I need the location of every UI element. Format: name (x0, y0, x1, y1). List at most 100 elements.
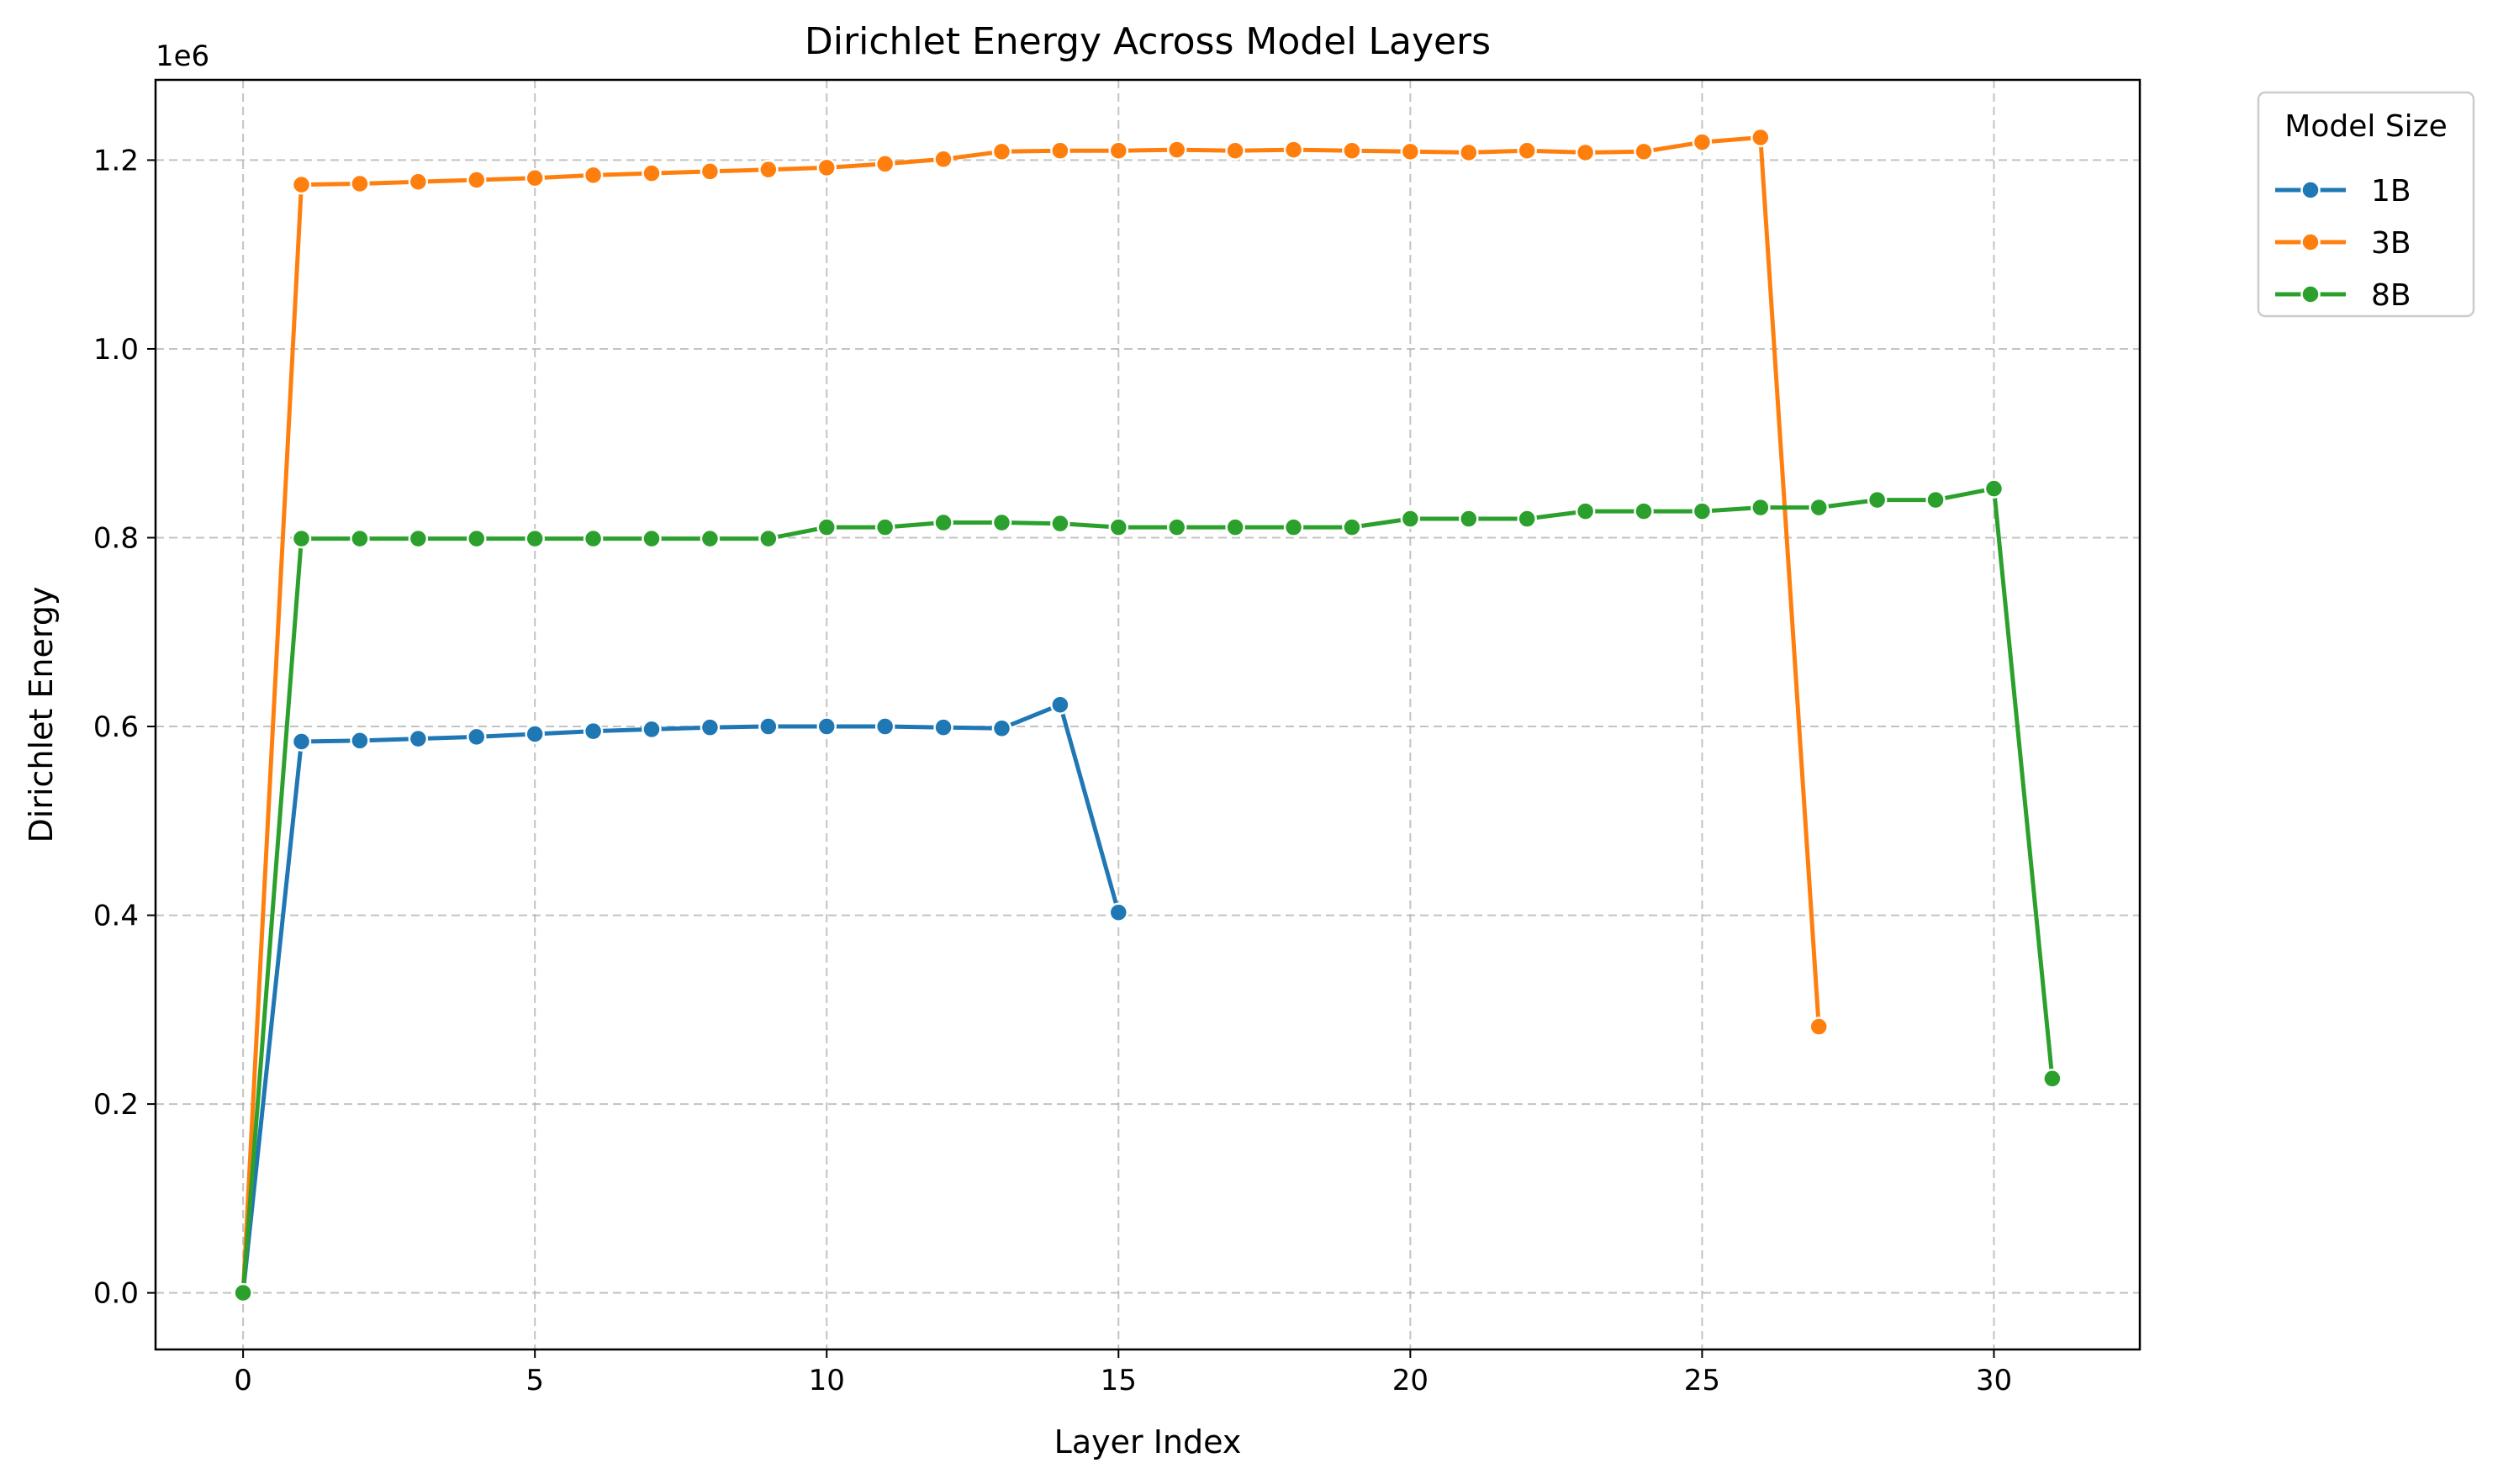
data-point-1B (700, 717, 721, 737)
data-point-3B (583, 165, 604, 186)
plot-frame (154, 78, 2142, 1351)
data-point-8B (1342, 517, 1362, 537)
y-tick-label: 0.8 (93, 521, 139, 555)
axis-ticks: 0 5 10 15 20 25 30 0.0 0.2 0.4 0.6 0.8 1.0 1.2 (93, 144, 2012, 1397)
data-point-1B (291, 731, 312, 752)
data-point-3B (1108, 140, 1129, 161)
data-point-8B (700, 528, 721, 549)
data-point-8B (233, 1282, 253, 1303)
y-tick-label: 0.0 (93, 1277, 139, 1311)
y-tick-label: 1.0 (93, 333, 139, 367)
data-point-3B (1283, 140, 1304, 160)
data-point-8B (408, 528, 429, 549)
x-tick-label: 20 (1392, 1364, 1429, 1397)
data-point-1B (816, 716, 837, 737)
legend-title: Model Size (2284, 109, 2447, 144)
data-point-3B (1225, 140, 1245, 161)
data-point-8B (1108, 517, 1129, 537)
data-point-3B (291, 174, 312, 195)
data-point-8B (1809, 497, 1829, 518)
data-point-8B (1634, 501, 1654, 521)
data-point-8B (1225, 517, 1245, 537)
legend: Model Size 1B 3B 8B (2257, 91, 2475, 318)
data-point-3B (1050, 140, 1070, 161)
legend-label: 1B (2371, 174, 2411, 209)
chart-title: Dirichlet Energy Across Model Layers (805, 20, 1491, 63)
data-point-3B (1692, 132, 1713, 152)
data-point-1B (933, 717, 953, 737)
data-point-3B (1809, 1017, 1829, 1037)
data-point-8B (1925, 489, 1946, 510)
data-point-3B (700, 161, 721, 182)
y-tick-label: 0.2 (93, 1088, 139, 1122)
data-point-8B (1983, 478, 2004, 499)
data-point-8B (1400, 509, 1421, 529)
legend-marker (2300, 180, 2321, 200)
data-point-8B (291, 528, 312, 549)
data-point-3B (1400, 141, 1421, 162)
series-line-1B (240, 702, 1121, 1296)
series-group (233, 127, 2062, 1303)
data-point-1B (874, 716, 895, 737)
x-tick-label: 25 (1684, 1364, 1720, 1397)
legend-marker (2300, 284, 2321, 304)
data-point-3B (816, 157, 837, 178)
data-point-8B (1575, 501, 1596, 521)
series-line-3B (240, 135, 1821, 1296)
data-point-8B (1692, 501, 1713, 521)
data-point-8B (1283, 517, 1304, 537)
data-point-1B (408, 728, 429, 749)
data-point-1B (642, 719, 662, 740)
data-point-8B (350, 528, 370, 549)
y-tick-label: 1.2 (93, 144, 139, 177)
x-tick-label: 5 (525, 1364, 544, 1397)
data-point-8B (467, 528, 487, 549)
data-point-1B (1108, 902, 1129, 922)
data-point-8B (583, 528, 604, 549)
data-point-3B (874, 154, 895, 174)
legend-label: 8B (2371, 278, 2411, 313)
data-point-1B (583, 721, 604, 742)
data-point-1B (758, 716, 779, 737)
data-point-1B (350, 731, 370, 751)
data-point-1B (1050, 694, 1070, 715)
grid (156, 80, 2140, 1349)
data-point-8B (758, 528, 779, 549)
x-tick-label: 15 (1101, 1364, 1137, 1397)
y-axis-label: Dirichlet Energy (23, 587, 60, 843)
legend-item-8B: 8B (2275, 278, 2411, 313)
legend-marker (2300, 232, 2321, 252)
data-point-3B (991, 141, 1012, 162)
data-point-3B (1634, 141, 1654, 162)
legend-item-1B: 1B (2275, 174, 2411, 209)
data-point-8B (525, 528, 545, 549)
x-axis-label: Layer Index (1054, 1423, 1242, 1460)
data-point-8B (933, 512, 953, 533)
data-point-8B (874, 517, 895, 537)
data-point-3B (408, 172, 429, 192)
data-point-8B (1459, 509, 1479, 529)
y-tick-label: 0.6 (93, 710, 139, 744)
legend-items: 1B 3B 8B (2275, 174, 2411, 313)
x-tick-label: 10 (809, 1364, 845, 1397)
data-point-8B (1517, 509, 1537, 529)
data-point-3B (1166, 140, 1187, 160)
x-tick-label: 30 (1976, 1364, 2012, 1397)
series-8B (233, 478, 2062, 1303)
data-point-3B (525, 168, 545, 188)
data-point-8B (1867, 489, 1888, 510)
legend-frame (2257, 91, 2475, 318)
data-point-3B (1751, 127, 1771, 148)
data-point-1B (991, 718, 1012, 739)
data-point-3B (642, 163, 662, 183)
legend-item-3B: 3B (2275, 226, 2411, 261)
data-point-8B (642, 528, 662, 549)
x-tick-label: 0 (234, 1364, 252, 1397)
data-point-8B (991, 512, 1012, 533)
data-point-8B (816, 517, 837, 537)
y-tick-label: 0.4 (93, 900, 139, 933)
data-point-8B (1166, 517, 1187, 537)
data-point-1B (525, 724, 545, 744)
data-point-8B (1050, 513, 1070, 534)
